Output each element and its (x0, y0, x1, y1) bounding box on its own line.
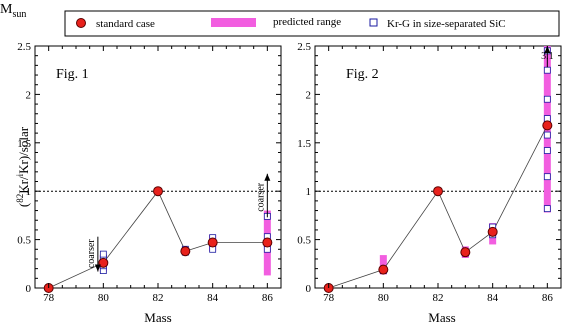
panel-fig2-measured-point (543, 173, 551, 181)
panel-fig2-x-tick-label: 82 (433, 292, 444, 304)
panel-fig1-x-tick-label: 86 (262, 292, 274, 304)
panel-fig1-standard-point (98, 257, 109, 268)
panel-fig2-measured-points (379, 47, 551, 274)
legend-marker-standard (76, 18, 86, 28)
panel-fig2-y-tick-label: 1.5 (297, 138, 311, 150)
panel-fig1: coarser coarser 78 80 82 84 86 0 0.5 1 1.5 2 2.5 F… (15, 41, 282, 325)
panel-fig1-x-axis-title: Mass (144, 310, 171, 325)
panel-fig1-x-tick-label: 84 (207, 292, 219, 304)
panel-fig2-y-tick-label: 0 (306, 283, 312, 295)
panel-fig1-x-ticks: 78 80 82 84 86 (34, 46, 282, 304)
corner-label-main: M (0, 2, 13, 17)
y-axis-title-prefix: ( (16, 203, 31, 207)
panel-fig1-standard-point (262, 237, 273, 248)
panel-fig1-frame (34, 45, 282, 289)
panel-fig2-measured-point (543, 66, 551, 74)
panel-fig1-measured-points (99, 212, 271, 274)
panel-fig1-arrows: coarser coarser (86, 173, 271, 272)
panel-fig2-measured-point (543, 205, 551, 213)
panel-fig2-y-tick-label: 2 (306, 89, 312, 101)
legend: standard case predicted range Kr-G in si… (64, 10, 560, 37)
panel-fig1-y-tick-label: 1 (26, 186, 32, 198)
y-axis-title-slash: / (16, 176, 31, 180)
panel-fig1-y-tick-label: 0.5 (17, 235, 31, 247)
legend-marker-predicted (211, 18, 256, 27)
panel-fig1-coarser-arrow-head (94, 264, 101, 272)
panel-fig2-x-tick-label: 80 (378, 292, 390, 304)
panel-fig2-standard-point (460, 247, 471, 258)
panel-fig2-offscale-label: 3.1 (541, 51, 554, 62)
panel-fig2-y-tick-label: 2.5 (297, 41, 311, 53)
panel-fig2-measured-point (543, 147, 551, 154)
panel-fig1-standard-points (43, 186, 273, 293)
legend-marker-measured (369, 18, 378, 27)
panel-fig1-coarser-label: coarser (86, 239, 97, 269)
y-axis-title: (82Kr/iKr)/solar (15, 126, 31, 207)
corner-label-subscript: sun (12, 9, 26, 20)
panel-fig2-y-tick-label: 0.5 (297, 235, 311, 247)
legend-label-predicted: predicted range (273, 16, 341, 28)
panel-fig2-y-ticks: 0 0.5 1 1.5 2 2.5 (297, 41, 561, 295)
panel-fig2-measured-point (543, 131, 551, 139)
legend-frame (64, 10, 560, 37)
panel-fig1-standard-point (153, 186, 163, 197)
panel-fig2-x-axis-title: Mass (428, 310, 455, 325)
panel-fig1-y-ticks: 0 0.5 1 1.5 2 2.5 (17, 41, 281, 295)
corner-label: Msun (0, 2, 26, 20)
panel-fig2-measured-point (543, 95, 551, 103)
panel-fig2-standard-points (323, 120, 553, 293)
panel-fig2-y-tick-label: 1 (306, 186, 312, 198)
panel-fig1-coarser-arrow-head (264, 173, 271, 181)
panel-fig2-standard-point (378, 264, 389, 275)
panel-fig1-x-tick-label: 80 (98, 292, 110, 304)
panel-fig1-y-tick-label: 0 (26, 283, 32, 295)
panel-fig1-y-tick-label: 2.5 (17, 41, 31, 53)
y-axis-title-denominator: Kr)/solar (16, 126, 31, 174)
panel-fig2-standard-point (542, 120, 553, 131)
panel-fig1-annotation: Fig. 1 (56, 67, 89, 82)
panel-fig2-x-tick-label: 84 (487, 292, 499, 304)
panel-fig1-y-tick-label: 2 (26, 89, 32, 101)
panel-fig1-coarser-label: coarser (255, 182, 266, 212)
panel-fig1-x-tick-label: 78 (43, 292, 55, 304)
panel-fig1-standard-line (48, 190, 268, 289)
panel-fig2-standard-point (433, 186, 443, 197)
panel-fig2-x-ticks: 78 80 82 84 86 (314, 46, 562, 304)
legend-label-measured: Kr-G in size-separated SiC (387, 18, 506, 30)
panel-fig2: 3.1 78 80 82 84 86 0 0.5 1 1.5 2 2.5 Fig. 2 Mass (297, 41, 562, 325)
y-axis-title-denominator-mass: i (15, 173, 25, 176)
panel-fig1-y-tick-label: 1.5 (17, 138, 31, 150)
panel-fig2-annotation: Fig. 2 (346, 67, 379, 82)
panel-fig1-measured-point (99, 250, 107, 258)
y-axis-title-numerator: Kr (16, 179, 31, 193)
panel-fig1-standard-point (207, 237, 218, 248)
panel-fig2-frame (314, 45, 562, 289)
panel-fig2-x-tick-label: 86 (542, 292, 554, 304)
panel-fig1-predicted-ranges (99, 210, 271, 276)
panel-fig1-standard-point (180, 246, 191, 257)
y-axis-title-text: (82Kr/iKr)/solar (15, 126, 31, 207)
legend-label-standard: standard case (96, 18, 155, 30)
panel-fig1-x-tick-label: 82 (153, 292, 164, 304)
panel-fig2-standard-line (328, 125, 548, 289)
y-axis-title-numerator-mass: 82 (15, 194, 25, 203)
panel-fig2-standard-point (487, 226, 498, 237)
panel-fig2-predicted-ranges (379, 46, 551, 275)
panel-fig2-x-tick-label: 78 (323, 292, 335, 304)
